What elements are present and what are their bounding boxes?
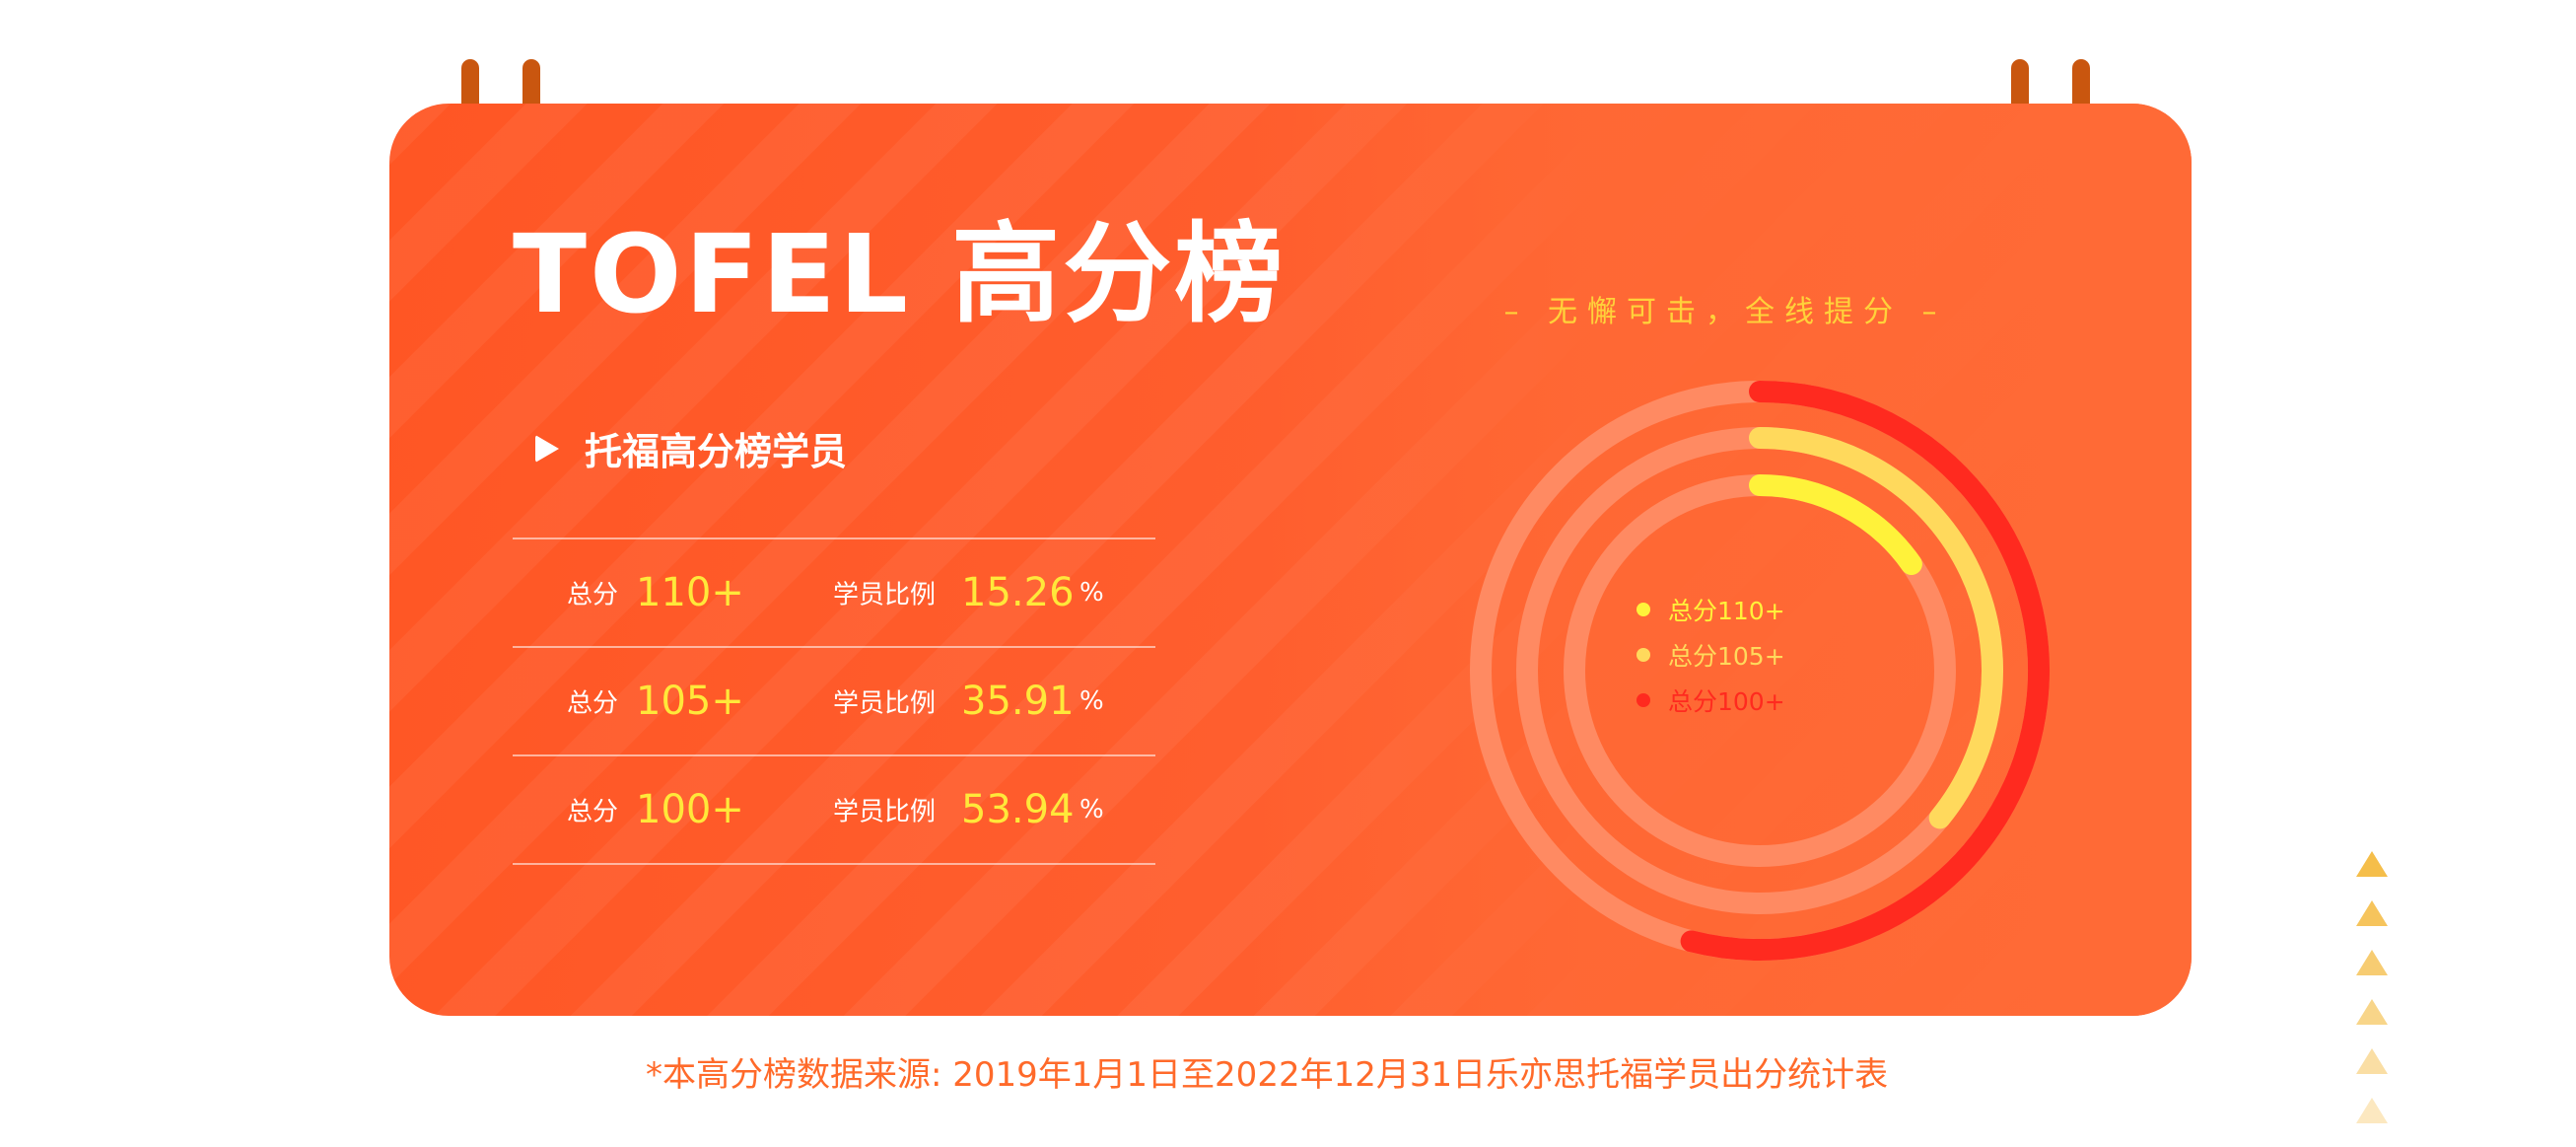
table-row: 总分 105+ 学员比例 35.91 % (513, 648, 1155, 754)
ratio-unit: % (1079, 686, 1104, 716)
ring-arc (1680, 381, 2050, 961)
legend-dot (1636, 648, 1650, 662)
score-value: 100+ (636, 787, 744, 832)
table-row: 总分 100+ 学员比例 53.94 % (513, 756, 1155, 863)
ratio-value: 15.26 (961, 570, 1075, 615)
triangle-icon (2356, 900, 2388, 926)
triangle-icon (2356, 1048, 2388, 1074)
triangle-icon (2356, 999, 2388, 1025)
subtitle-row: 托福高分榜学员 (535, 421, 847, 475)
ratio-unit: % (1079, 795, 1104, 824)
divider (513, 863, 1155, 865)
legend-label: 总分100+ (1668, 687, 1785, 716)
ring-arc (1749, 474, 1922, 575)
divider (513, 754, 1155, 756)
ratio-label: 学员比例 (833, 797, 937, 827)
play-icon (535, 434, 559, 463)
ratio-unit: % (1079, 578, 1104, 608)
subtitle: 托福高分榜学员 (585, 430, 848, 473)
footnote: *本高分榜数据来源: 2019年1月1日至2022年12月31日乐亦思托福学员出… (646, 1055, 1889, 1095)
triangle-icon (2356, 950, 2388, 975)
ratio-value: 53.94 (961, 787, 1075, 832)
divider (513, 646, 1155, 648)
legend-dot (1636, 603, 1650, 616)
card-gradient-overlay (1254, 104, 2192, 1016)
score-label: 总分 (567, 688, 619, 719)
legend-label: 总分110+ (1668, 597, 1785, 625)
divider (513, 538, 1155, 539)
score-label: 总分 (567, 797, 619, 827)
legend-item: 总分105+ (1636, 632, 1785, 678)
score-table: 总分 110+ 学员比例 15.26 % 总分 105+ 学员比例 35.91 … (513, 538, 1155, 865)
score-value: 110+ (636, 570, 744, 615)
chart-legend: 总分110+ 总分105+ 总分100+ (1636, 587, 1785, 723)
ring-arc (1749, 427, 2003, 829)
slogan: – 无懈可击，全线提分 – (1503, 295, 1947, 329)
legend-dot (1636, 693, 1650, 707)
ratio-label: 学员比例 (833, 580, 937, 610)
radial-chart (1470, 381, 2050, 961)
triangle-icon (2356, 851, 2388, 877)
page-title: TOFEL 高分榜 (513, 211, 1287, 337)
legend-item: 总分100+ (1636, 678, 1785, 723)
legend-item: 总分110+ (1636, 587, 1785, 632)
score-label: 总分 (567, 580, 619, 610)
triangle-icon (2356, 1098, 2388, 1123)
ratio-value: 35.91 (961, 679, 1075, 724)
table-row: 总分 110+ 学员比例 15.26 % (513, 539, 1155, 646)
score-value: 105+ (636, 679, 744, 724)
legend-label: 总分105+ (1668, 642, 1785, 671)
score-board-card: TOFEL 高分榜 托福高分榜学员 总分 110+ 学员比例 15.26 % 总… (389, 104, 2192, 1016)
ratio-label: 学员比例 (833, 688, 937, 719)
